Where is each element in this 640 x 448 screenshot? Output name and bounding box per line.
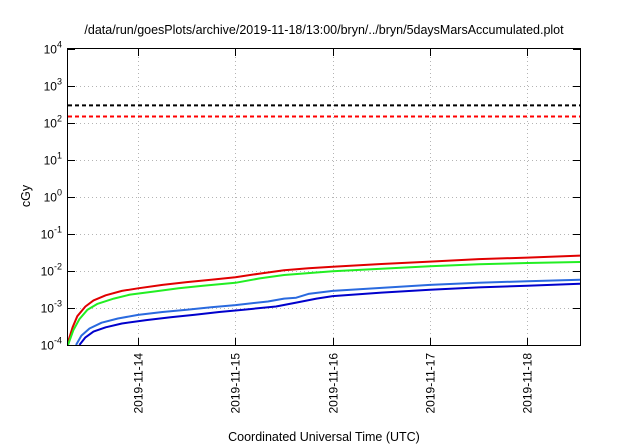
- series-line: [67, 254, 581, 343]
- data-series: [67, 254, 581, 346]
- y-axis-label: cGy: [19, 184, 33, 207]
- x-axis-label: Coordinated Universal Time (UTC): [228, 430, 420, 444]
- y-tick-label: 102: [44, 114, 62, 131]
- x-tick-label: 2019-11-16: [327, 353, 341, 414]
- x-tick-label: 2019-11-14: [132, 353, 146, 414]
- y-tick-label: 103: [44, 77, 62, 94]
- y-tick-label: 100: [44, 188, 62, 205]
- y-tick-labels: 10-4 10-3 10-2 10-1 100 101 102 103 104: [41, 40, 62, 353]
- x-tick-label: 2019-11-15: [229, 353, 243, 414]
- chart-title: /data/run/goesPlots/archive/2019-11-18/1…: [84, 23, 564, 37]
- x-tick-labels: 2019-11-14 2019-11-15 2019-11-16 2019-11-17…: [132, 353, 535, 414]
- series-line: [78, 282, 581, 346]
- y-tick-label: 101: [44, 151, 62, 168]
- reference-lines: [68, 104, 580, 118]
- series-line: [67, 261, 581, 346]
- grid: [68, 49, 580, 345]
- x-tick-label: 2019-11-18: [521, 353, 535, 414]
- plot-frame: [67, 48, 581, 346]
- y-tick-label: 104: [44, 40, 62, 57]
- series-line: [75, 278, 581, 346]
- y-tick-label: 10-3: [41, 299, 62, 316]
- y-tick-label: 10-1: [41, 225, 62, 242]
- axis-ticks: [68, 49, 580, 346]
- y-tick-label: 10-4: [41, 336, 62, 353]
- y-tick-label: 10-2: [41, 262, 62, 279]
- x-tick-label: 2019-11-17: [424, 353, 438, 414]
